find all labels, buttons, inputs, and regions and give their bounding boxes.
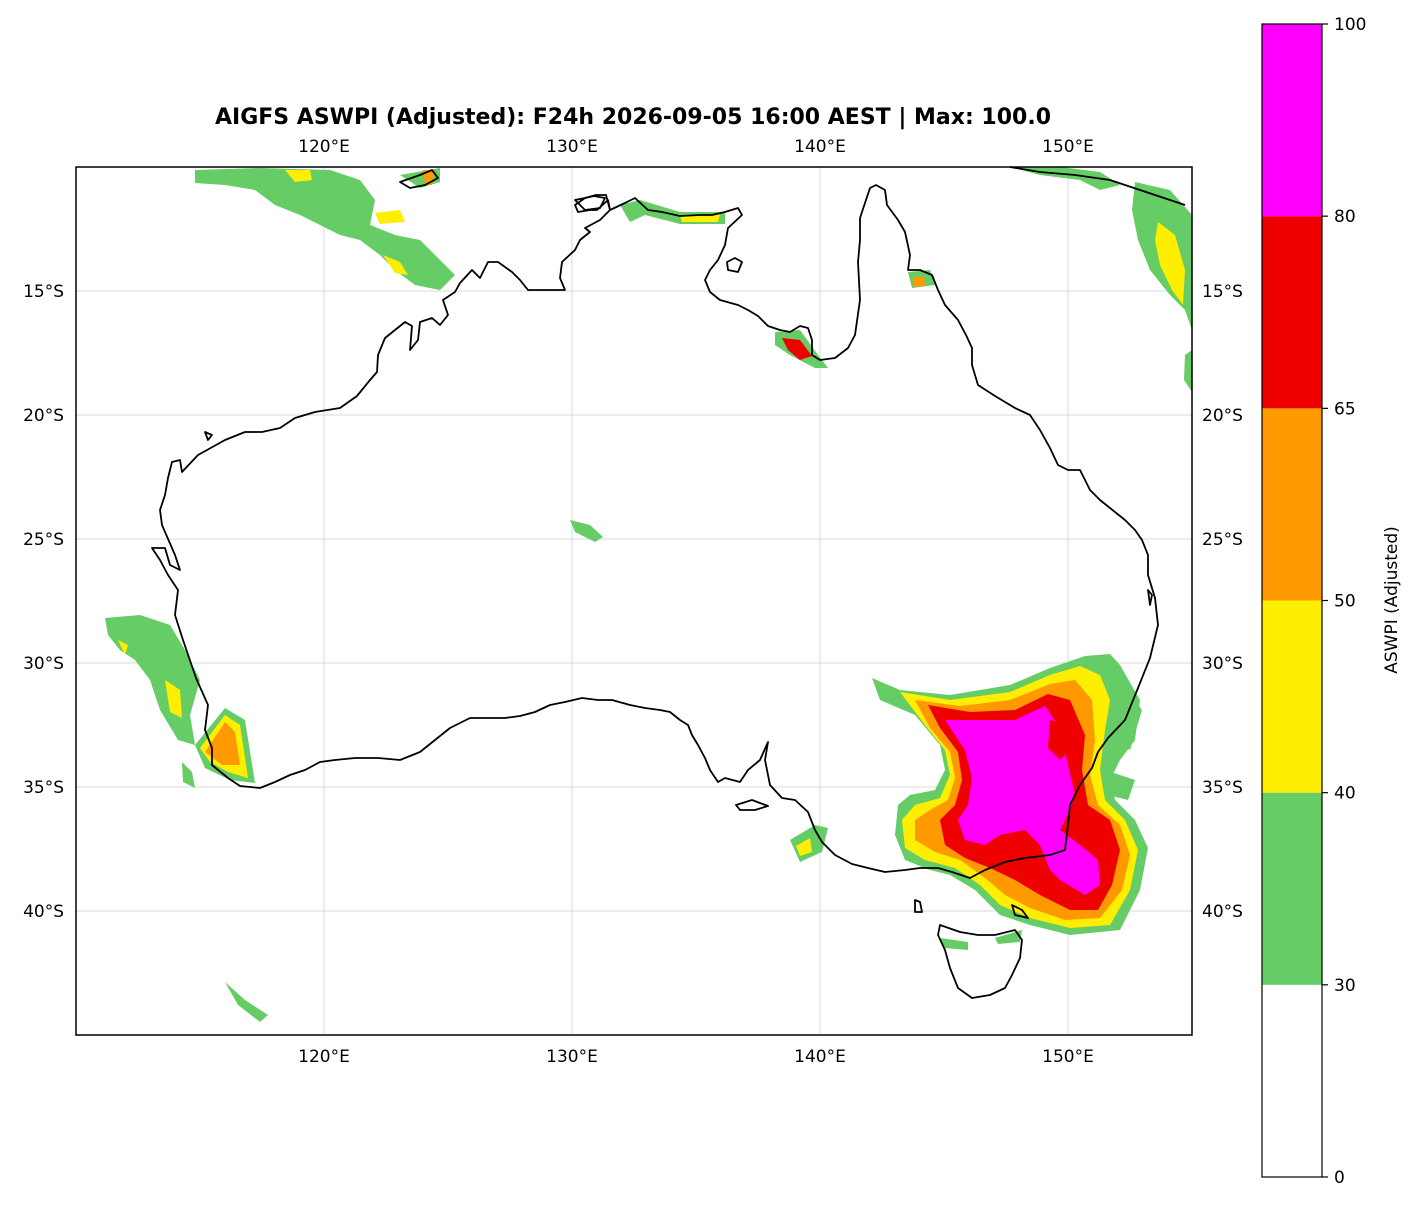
field-tas-green-2: [995, 930, 1022, 944]
lat-tick-label-left: 15°S: [23, 282, 64, 302]
barrow-island-coastline: [204, 431, 213, 441]
colorbar-segment: [1262, 600, 1322, 793]
colorbar-tick-label: 80: [1334, 207, 1356, 227]
colorbar-tick-label: 40: [1334, 784, 1356, 804]
lat-tick-label-right: 25°S: [1202, 530, 1243, 550]
axis-ticks: 120°E 120°E 130°E 130°E 140°E 140°E 150°E 150°E…: [23, 137, 1243, 1067]
field-tas-green: [940, 938, 968, 950]
lon-tick-label-top: 150°E: [1042, 137, 1094, 157]
lon-tick-label-bottom: 150°E: [1042, 1047, 1094, 1067]
colorbar-tick-label: 0: [1334, 1168, 1345, 1188]
lat-tick-label-right: 40°S: [1202, 902, 1243, 922]
lat-tick-label-left: 25°S: [23, 530, 64, 550]
lon-tick-label-bottom: 130°E: [546, 1047, 598, 1067]
lat-tick-label-left: 40°S: [23, 902, 64, 922]
field-ne-coast-green-2: [1115, 700, 1142, 750]
timor-coastline: [399, 169, 439, 189]
coastlines: [151, 166, 1186, 999]
colorbar-tick-label: 50: [1334, 592, 1356, 612]
colorbar-tick-label: 65: [1334, 399, 1356, 419]
groote-coastline: [726, 257, 743, 273]
field-sw-green-3: [182, 762, 195, 788]
field-s-yellow: [796, 838, 812, 856]
colorbar-segment: [1262, 24, 1322, 217]
field-inland-green: [570, 520, 603, 542]
colorbar: 0 30 40 50 65 80 100: [1261, 15, 1366, 1188]
field-ne-yellow: [1155, 222, 1185, 305]
lon-tick-label-bottom: 120°E: [298, 1047, 350, 1067]
field-nw-yellow-3: [383, 255, 408, 275]
colorbar-tick-label: 30: [1334, 976, 1356, 996]
lat-tick-label-right: 20°S: [1202, 406, 1243, 426]
map-panel: [75, 166, 1193, 1036]
colorbar-frame: [1261, 23, 1323, 1178]
colorbar-segment: [1262, 792, 1322, 985]
lat-tick-label-left: 20°S: [23, 406, 64, 426]
field-sw-yellow-2: [165, 680, 182, 718]
lat-tick-label-right: 30°S: [1202, 654, 1243, 674]
lat-tick-label-right: 15°S: [1202, 282, 1243, 302]
new-guinea-coastline: [1009, 166, 1186, 206]
field-gulf-red: [782, 338, 812, 360]
field-ne-green-3: [1010, 167, 1120, 190]
lat-tick-label-left: 30°S: [23, 654, 64, 674]
field-sw-yellow-3: [118, 640, 128, 655]
flinders-island-coastline: [1011, 904, 1029, 919]
kangaroo-island-coastline: [735, 799, 769, 811]
field-ne-green-2: [1184, 350, 1192, 392]
field-sw-green-4: [225, 982, 268, 1022]
colorbar-segment: [1262, 408, 1322, 601]
map-frame: [75, 166, 1193, 1036]
lat-tick-label-left: 35°S: [23, 778, 64, 798]
field-ne-coast-green: [1105, 770, 1135, 800]
field-se-red-core: [1048, 720, 1075, 760]
map-title: AIGFS ASWPI (Adjusted): F24h 2026-09-05 …: [215, 105, 1051, 130]
tasmania-coastline: [937, 924, 1023, 999]
field-sw-orange: [205, 722, 240, 765]
kings-island-coastline: [914, 899, 923, 913]
lon-tick-label-top: 130°E: [546, 137, 598, 157]
field-nw-yellow: [285, 170, 312, 182]
lon-tick-label-top: 140°E: [794, 137, 846, 157]
melville-island-coastline: [574, 195, 606, 211]
lat-tick-label-right: 35°S: [1202, 778, 1243, 798]
colorbar-segment: [1262, 216, 1322, 409]
lon-tick-label-top: 120°E: [298, 137, 350, 157]
aswpi-field: [105, 167, 1192, 1022]
australia-mainland-coastline: [151, 184, 1159, 879]
field-nw-yellow-2: [375, 210, 405, 224]
field-cy-orange: [912, 276, 925, 287]
lon-tick-label-bottom: 140°E: [794, 1047, 846, 1067]
colorbar-segment: [1262, 984, 1322, 1177]
colorbar-label: ASWPI (Adjusted): [1382, 526, 1402, 674]
colorbar-tick-label: 100: [1334, 15, 1366, 35]
fraser-island-coastline: [1147, 589, 1153, 606]
